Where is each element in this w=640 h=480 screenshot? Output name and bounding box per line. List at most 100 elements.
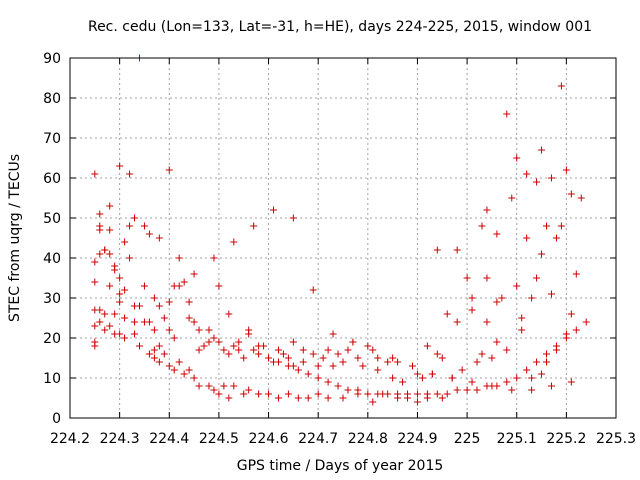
x-tick-label: 224.6	[248, 431, 288, 447]
data-point	[299, 346, 307, 354]
data-point	[180, 278, 188, 286]
data-point	[374, 354, 382, 362]
data-point	[225, 310, 233, 318]
data-point	[319, 354, 327, 362]
data-point	[215, 390, 223, 398]
data-point	[443, 310, 451, 318]
data-point	[220, 346, 228, 354]
data-point	[438, 394, 446, 402]
data-point	[170, 282, 178, 290]
data-point	[344, 346, 352, 354]
data-point	[121, 314, 129, 322]
data-point	[140, 222, 148, 230]
data-point	[145, 318, 153, 326]
data-point	[101, 326, 109, 334]
data-point	[503, 110, 511, 118]
grid	[70, 58, 616, 418]
data-point	[170, 334, 178, 342]
x-tick-label: 224.4	[149, 431, 189, 447]
data-point	[582, 318, 590, 326]
data-point	[354, 354, 362, 362]
data-point	[453, 246, 461, 254]
data-point	[106, 282, 114, 290]
data-point	[384, 358, 392, 366]
x-tick-label: 224.3	[100, 431, 140, 447]
data-point	[309, 286, 317, 294]
data-point	[572, 326, 580, 334]
data-point	[294, 394, 302, 402]
data-point	[96, 210, 104, 218]
y-axis-tick-labels: 0 10 20 30 40 50 60 70 80 90	[43, 51, 61, 427]
data-point	[215, 282, 223, 290]
data-point	[210, 386, 218, 394]
data-point	[121, 286, 129, 294]
data-point	[140, 282, 148, 290]
data-point	[185, 298, 193, 306]
data-point	[483, 274, 491, 282]
x-tick-label: 224.9	[397, 431, 437, 447]
data-point	[205, 326, 213, 334]
data-point	[438, 354, 446, 362]
data-point	[160, 314, 168, 322]
data-point	[349, 338, 357, 346]
data-point	[265, 390, 273, 398]
data-point	[284, 362, 292, 370]
data-point	[240, 354, 248, 362]
data-point	[121, 238, 129, 246]
data-point	[533, 274, 541, 282]
data-point	[175, 254, 183, 262]
data-point	[418, 374, 426, 382]
x-tick-label: 225.3	[596, 431, 636, 447]
data-point	[101, 310, 109, 318]
data-point	[404, 390, 412, 398]
data-point	[324, 346, 332, 354]
data-point	[389, 354, 397, 362]
data-point	[185, 366, 193, 374]
data-point	[131, 330, 139, 338]
data-point	[399, 378, 407, 386]
data-point	[96, 250, 104, 258]
x-tick-label: 224.5	[199, 431, 239, 447]
data-point	[473, 358, 481, 366]
data-point	[503, 346, 511, 354]
data-point	[314, 374, 322, 382]
data-point	[552, 234, 560, 242]
y-tick-label: 70	[43, 131, 61, 147]
data-point	[543, 350, 551, 358]
y-tick-label: 50	[43, 211, 61, 227]
data-point	[423, 390, 431, 398]
data-point	[384, 390, 392, 398]
x-tick-label: 225.2	[546, 431, 586, 447]
data-point	[126, 254, 134, 262]
data-point	[116, 274, 124, 282]
data-point	[245, 326, 253, 334]
data-point	[543, 358, 551, 366]
data-point	[155, 234, 163, 242]
data-point	[557, 82, 565, 90]
data-point	[339, 394, 347, 402]
data-point	[155, 302, 163, 310]
data-point	[284, 390, 292, 398]
data-point	[493, 338, 501, 346]
data-point	[314, 390, 322, 398]
data-point	[96, 226, 104, 234]
data-point	[488, 354, 496, 362]
data-point	[354, 386, 362, 394]
data-point	[468, 294, 476, 302]
data-point	[468, 378, 476, 386]
data-point	[165, 362, 173, 370]
data-point	[294, 366, 302, 374]
data-point	[389, 374, 397, 382]
x-tick-label: 225	[454, 431, 481, 447]
data-point	[483, 318, 491, 326]
data-point	[493, 230, 501, 238]
data-point	[518, 314, 526, 322]
data-point	[433, 246, 441, 254]
y-tick-label: 80	[43, 91, 61, 107]
data-point	[250, 222, 258, 230]
data-point	[334, 350, 342, 358]
data-point	[91, 258, 99, 266]
data-point	[284, 354, 292, 362]
data-point	[463, 386, 471, 394]
